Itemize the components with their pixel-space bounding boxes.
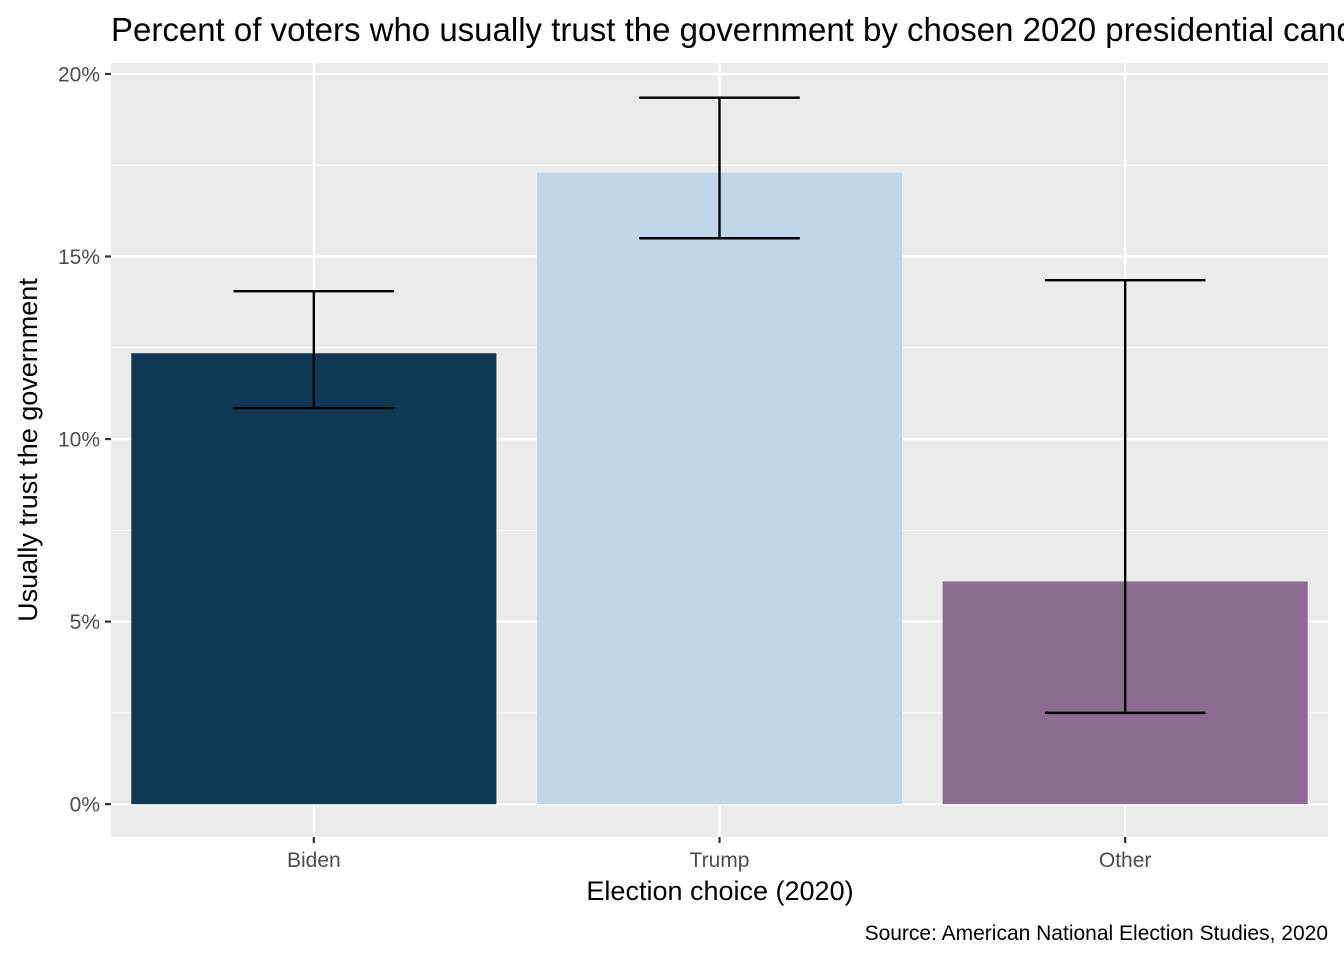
y-tick-label: 5% [70, 611, 100, 634]
x-axis: Biden Trump Other [287, 837, 1151, 872]
x-tick-label: Trump [690, 849, 750, 872]
y-tick-label: 10% [58, 429, 100, 452]
x-tick-label: Biden [287, 849, 341, 872]
y-axis: 0% 5% 10% 15% 20% [58, 63, 111, 816]
y-tick-label: 15% [58, 246, 100, 269]
x-axis-title: Election choice (2020) [586, 876, 853, 906]
y-tick-label: 20% [58, 63, 100, 86]
source-caption: Source: American National Election Studi… [865, 922, 1328, 945]
bar-trump [537, 173, 902, 805]
bar-biden [131, 353, 496, 804]
y-axis-title: Usually trust the government [13, 278, 43, 622]
y-tick-label: 0% [70, 794, 100, 817]
x-tick-label: Other [1099, 849, 1152, 872]
chart-title: Percent of voters who usually trust the … [111, 11, 1344, 48]
